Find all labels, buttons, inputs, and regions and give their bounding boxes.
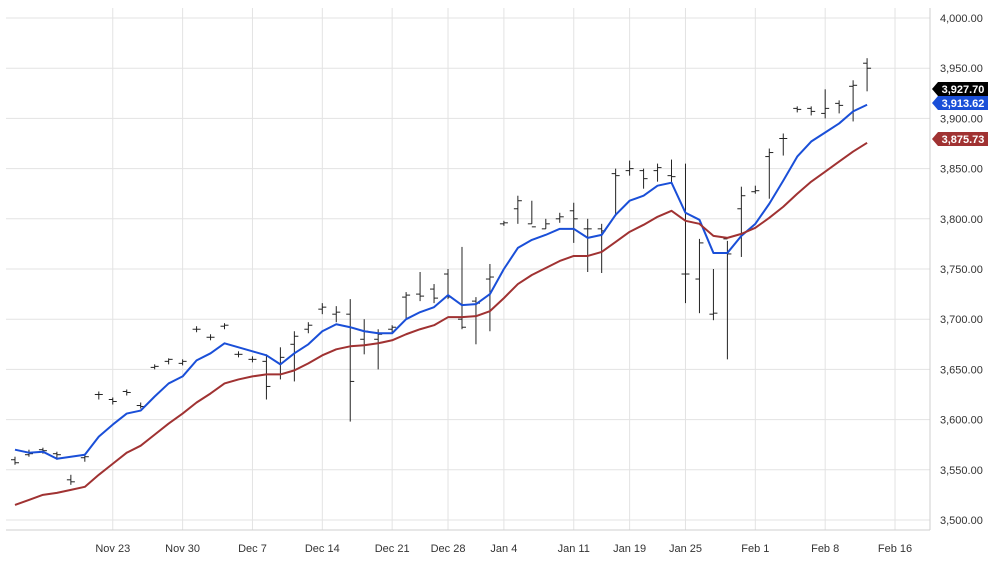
ohlc-bar <box>835 100 844 114</box>
x-tick-label: Dec 28 <box>431 543 466 555</box>
x-tick-label: Jan 4 <box>490 543 517 555</box>
ohlc-bar <box>94 391 103 400</box>
x-tick-label: Jan 25 <box>669 543 702 555</box>
badge-background <box>932 132 988 146</box>
x-tick-label: Jan 19 <box>613 543 646 555</box>
series-line-2 <box>14 141 868 506</box>
y-tick-label: 3,850.00 <box>940 164 983 176</box>
ohlc-bar <box>807 106 816 116</box>
y-tick-label: 3,550.00 <box>940 465 983 477</box>
ohlc-bar <box>667 159 676 183</box>
y-tick-label: 3,950.00 <box>940 63 983 75</box>
ohlc-bar <box>457 246 466 330</box>
last-price-badge: 3,927.70 <box>932 82 988 96</box>
y-tick-label: 4,000.00 <box>940 13 983 25</box>
y-tick-label: 3,800.00 <box>940 214 983 226</box>
x-tick-label: Feb 8 <box>811 543 839 555</box>
ohlc-bar <box>262 354 271 400</box>
ohlc-bar <box>164 358 173 365</box>
badge-text: 3,927.70 <box>942 84 985 96</box>
y-axis: 3,500.00 3,550.00 3,600.00 3,650.00 3,700.00… <box>929 8 983 530</box>
y-tick-label: 3,500.00 <box>940 515 983 527</box>
last-price-badge: 3,875.73 <box>932 132 988 146</box>
ohlc-bar <box>681 163 690 304</box>
x-tick-label: Dec 21 <box>375 543 410 555</box>
x-tick-label: Nov 23 <box>95 543 130 555</box>
ohlc-bar <box>360 319 369 355</box>
ohlc-bar <box>765 148 774 199</box>
ohlc-bar <box>108 397 117 405</box>
last-price-labels: 3,927.70 3,913.62 3,875.73 <box>932 82 988 146</box>
ohlc-bars <box>10 58 872 485</box>
ohlc-bar <box>220 323 229 330</box>
ohlc-bar <box>416 272 425 302</box>
ohlc-bar <box>10 456 19 465</box>
ohlc-bar <box>541 218 550 230</box>
ohlc-bar <box>485 263 494 332</box>
grid-lines <box>6 8 930 530</box>
x-tick-label: Dec 7 <box>238 543 267 555</box>
ohlc-bar <box>639 168 648 189</box>
ohlc-bar <box>122 389 131 396</box>
ohlc-bar <box>709 269 718 321</box>
ohlc-bar <box>723 238 732 360</box>
last-price-badge: 3,913.62 <box>932 96 988 110</box>
y-tick-label: 3,650.00 <box>940 364 983 376</box>
y-tick-label: 3,900.00 <box>940 113 983 125</box>
badge-text: 3,875.73 <box>942 134 985 146</box>
x-tick-label: Jan 11 <box>558 543 590 555</box>
ohlc-bar <box>332 306 341 323</box>
ohlc-bar <box>793 106 802 113</box>
x-axis: Nov 23 Nov 30 Dec 7 Dec 14 Dec 21 Dec 28 Jan 4… <box>6 529 930 555</box>
ohlc-bar <box>555 212 564 223</box>
ohlc-bar <box>248 356 257 363</box>
ohlc-bar <box>527 200 536 228</box>
ohlc-bar <box>737 186 746 257</box>
ohlc-bar <box>318 303 327 315</box>
ohlc-bar <box>290 331 299 382</box>
ohlc-bar <box>346 299 355 422</box>
x-tick-label: Feb 1 <box>741 543 769 555</box>
y-tick-label: 3,600.00 <box>940 415 983 427</box>
ohlc-bar <box>653 163 662 182</box>
ohlc-bar <box>751 185 760 194</box>
ohlc-bar <box>569 202 578 243</box>
ohlc-bar <box>499 220 508 226</box>
moving-average-lines <box>14 103 868 506</box>
ohlc-bar <box>695 238 704 314</box>
ohlc-bar <box>66 474 75 485</box>
x-tick-label: Feb 16 <box>878 543 912 555</box>
ohlc-bar <box>513 195 522 224</box>
ohlc-bar <box>625 160 634 176</box>
badge-background <box>932 96 988 110</box>
ohlc-bar <box>430 284 439 304</box>
badge-text: 3,913.62 <box>942 98 985 110</box>
ohlc-bar <box>304 322 313 334</box>
ohlc-bar <box>206 334 215 341</box>
ohlc-bar <box>150 364 159 370</box>
ohlc-bar <box>374 329 383 370</box>
ohlc-bar <box>779 133 788 156</box>
ohlc-bar <box>402 292 411 320</box>
ohlc-bar <box>178 359 187 366</box>
ohlc-bar <box>821 89 830 119</box>
y-tick-label: 3,700.00 <box>940 314 983 326</box>
ohlc-bar <box>863 58 872 92</box>
ohlc-bar <box>583 218 592 273</box>
ohlc-bar <box>192 326 201 333</box>
ohlc-bar <box>849 80 858 122</box>
series-line-1 <box>14 103 868 460</box>
ohlc-bar <box>234 351 243 358</box>
y-tick-label: 3,750.00 <box>940 264 983 276</box>
badge-background <box>932 82 988 96</box>
ohlc-bar <box>611 168 620 216</box>
x-tick-label: Dec 14 <box>305 543 340 555</box>
x-tick-label: Nov 30 <box>165 543 200 555</box>
